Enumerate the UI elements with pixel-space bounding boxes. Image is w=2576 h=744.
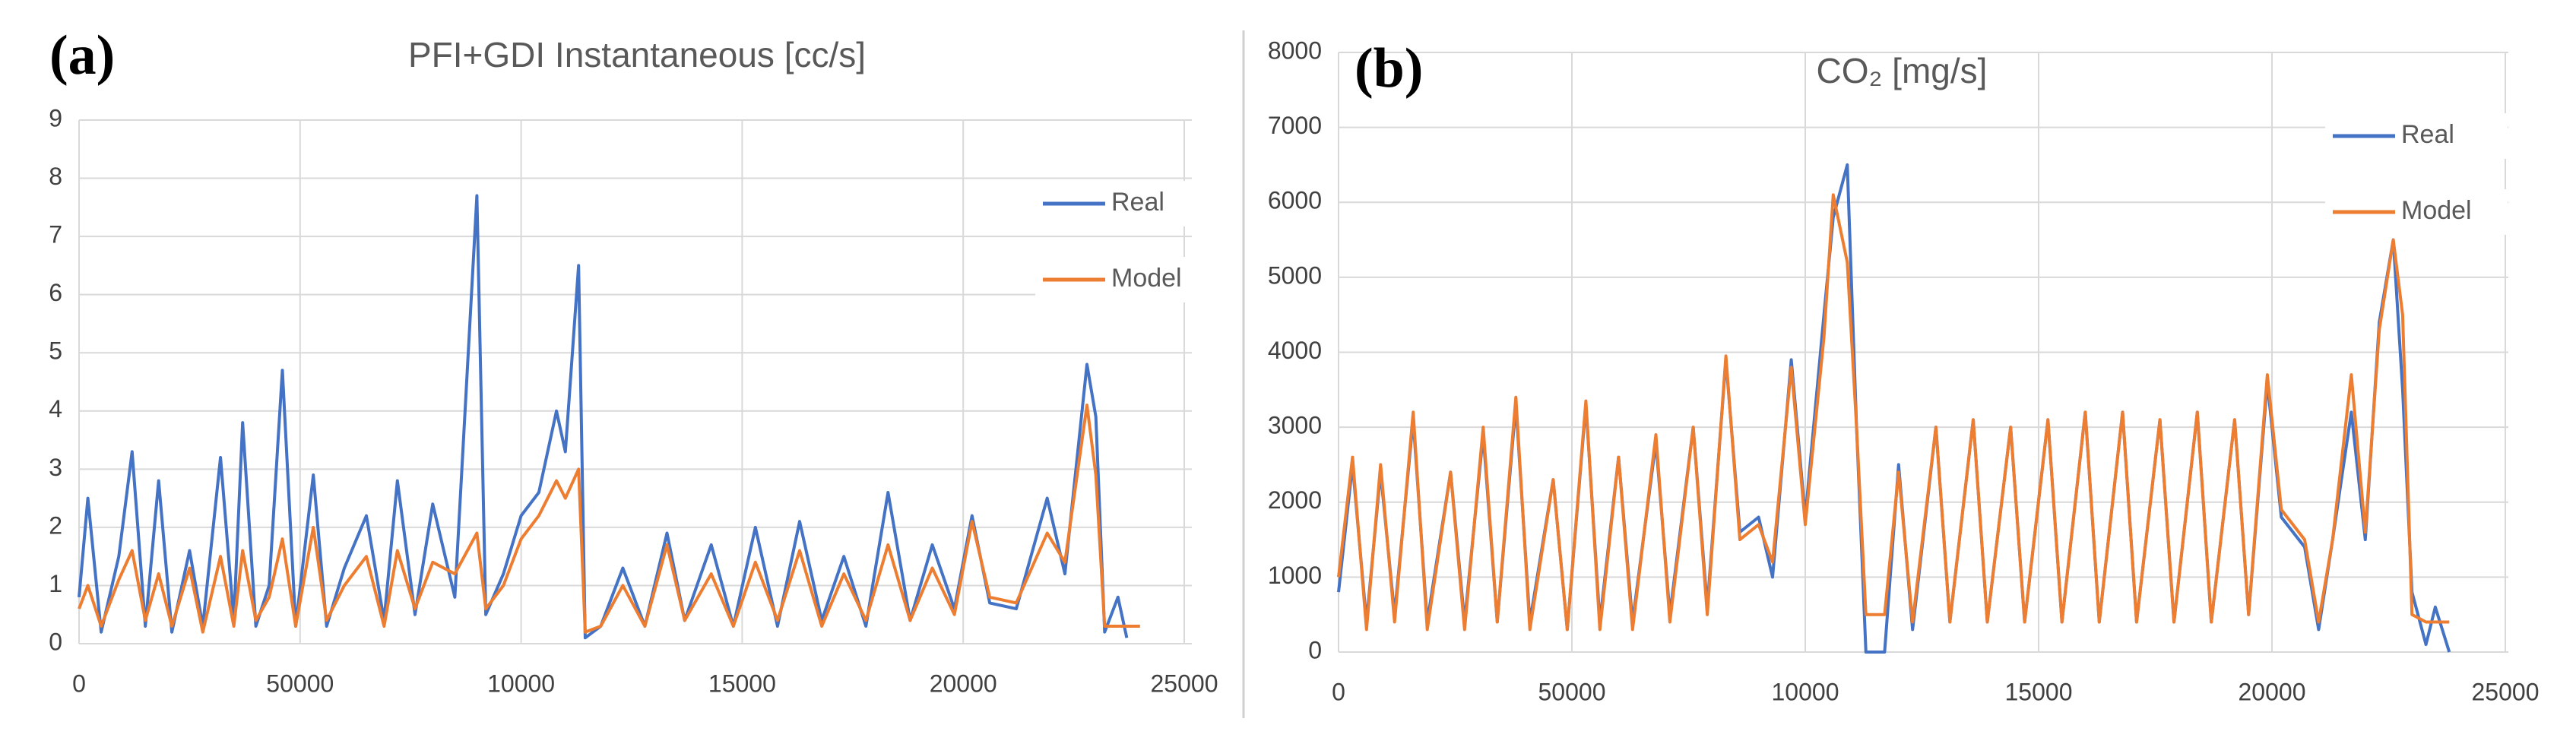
legend-label: Real bbox=[2401, 120, 2454, 149]
x-tick-label: 50000 bbox=[266, 670, 334, 697]
x-tick-label: 10000 bbox=[487, 670, 555, 697]
legend-label: Real bbox=[1111, 188, 1164, 217]
y-tick-label: 9 bbox=[49, 104, 62, 131]
legend-label: Model bbox=[1111, 264, 1182, 293]
y-tick-label: 4000 bbox=[1268, 337, 1322, 364]
chart-title: CO₂ [mg/s] bbox=[1817, 51, 1988, 90]
x-tick-label: 25000 bbox=[2472, 678, 2540, 705]
y-tick-label: 3 bbox=[49, 454, 62, 481]
x-tick-label: 25000 bbox=[1151, 670, 1218, 697]
series-line bbox=[1337, 163, 2451, 654]
legend-label: Model bbox=[2401, 196, 2472, 225]
x-tick-label: 0 bbox=[1332, 678, 1345, 705]
y-tick-label: 2000 bbox=[1268, 486, 1322, 514]
y-tick-label: 1 bbox=[49, 570, 62, 597]
x-tick-label: 10000 bbox=[1772, 678, 1839, 705]
y-tick-label: 0 bbox=[1308, 636, 1322, 663]
x-tick-label: 50000 bbox=[1538, 678, 1606, 705]
y-tick-label: 8000 bbox=[1268, 36, 1322, 64]
y-tick-label: 7000 bbox=[1268, 112, 1322, 139]
chart-title: PFI+GDI Instantaneous [cc/s] bbox=[408, 35, 866, 74]
series-line bbox=[78, 194, 1129, 640]
series-line bbox=[1337, 193, 2450, 632]
y-tick-label: 1000 bbox=[1268, 562, 1322, 589]
x-tick-label: 0 bbox=[72, 670, 86, 697]
series-line bbox=[78, 404, 1140, 634]
x-tick-label: 15000 bbox=[708, 670, 776, 697]
y-tick-label: 8 bbox=[49, 163, 62, 190]
panel-label: (b) bbox=[1355, 37, 1423, 100]
y-tick-label: 6 bbox=[49, 279, 62, 306]
y-tick-label: 5000 bbox=[1268, 261, 1322, 289]
x-tick-label: 20000 bbox=[2239, 678, 2306, 705]
y-tick-label: 6000 bbox=[1268, 187, 1322, 214]
y-tick-label: 4 bbox=[49, 395, 62, 423]
y-tick-label: 2 bbox=[49, 511, 62, 539]
panel-label: (a) bbox=[49, 24, 115, 87]
y-tick-label: 0 bbox=[49, 628, 62, 655]
y-tick-label: 3000 bbox=[1268, 412, 1322, 439]
x-tick-label: 20000 bbox=[930, 670, 997, 697]
x-tick-label: 15000 bbox=[2005, 678, 2073, 705]
y-tick-label: 7 bbox=[49, 221, 62, 249]
y-tick-label: 5 bbox=[49, 337, 62, 365]
